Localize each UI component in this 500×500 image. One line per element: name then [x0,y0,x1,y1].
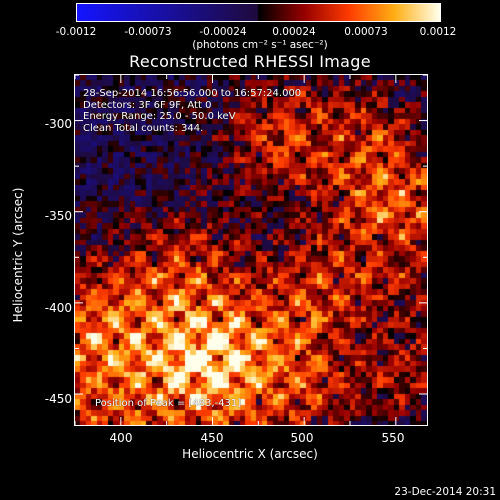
y-tick-label: -300 [44,117,72,131]
x-tick-label: 550 [381,431,405,445]
x-tick-label: 400 [109,431,133,445]
peak-position-label: Position of Peak = [483,-431] [95,398,242,409]
y-tick-label: -450 [44,392,72,406]
annotation-counts: Clean Total counts: 344. [83,122,204,134]
y-tick-label: -350 [44,209,72,223]
colorbar-tick-label: -0.00073 [124,26,172,38]
colorbar-tick-label: 0.00073 [344,26,388,38]
heatmap-plot-area: 28-Sep-2014 16:56:56.000 to 16:57:24.000… [74,74,428,426]
y-tick-label: -400 [44,301,72,315]
colorbar-tick-label: 0.0012 [419,26,457,38]
plot-timestamp: 23-Dec-2014 20:31 [394,486,496,498]
annotation-detectors: Detectors: 3F 6F 9F, Att 0 [83,99,212,111]
axis-ticks [75,75,427,425]
x-tick-label: 500 [290,431,314,445]
annotation-time-range: 28-Sep-2014 16:56:56.000 to 16:57:24.000 [83,88,302,99]
colorbar-tick-label: 0.00024 [272,26,316,38]
annotation-energy-range: Energy Range: 25.0 - 50.0 keV [83,111,236,122]
colorbar-tick-label: -0.0012 [55,26,97,38]
observation-annotation: 28-Sep-2014 16:56:56.000 to 16:57:24.000… [83,88,301,134]
colorbar-tick-label: -0.00024 [199,26,247,38]
colorbar-gradient [76,3,441,22]
x-axis-label: Heliocentric X (arcsec) [182,447,318,461]
colorbar-unit-label: (photons cm⁻² s⁻¹ asec⁻²) [192,39,328,51]
y-axis-label: Heliocentric Y (arcsec) [11,187,25,323]
chart-title: Reconstructed RHESSI Image [129,52,371,71]
x-tick-label: 450 [200,431,224,445]
heatmap-image [75,75,427,425]
